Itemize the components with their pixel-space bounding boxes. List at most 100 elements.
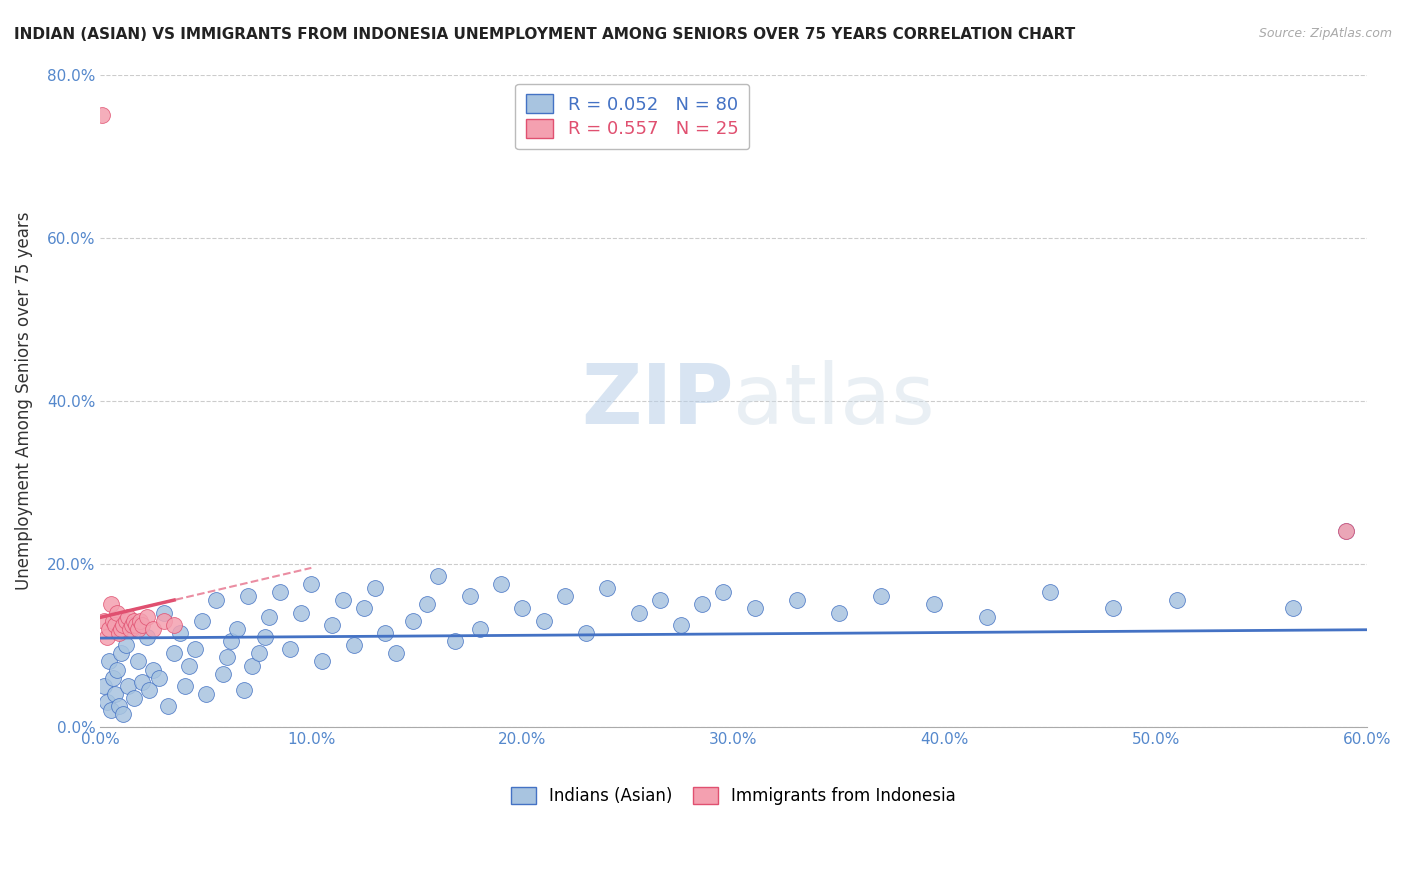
Point (232, 683, 254, 698)
Point (110, 622, 132, 636)
Point (104, 687, 127, 701)
Point (104, 617, 127, 632)
Point (129, 614, 152, 628)
Point (96, 695, 118, 709)
Point (219, 634, 242, 648)
Point (596, 581, 619, 595)
Point (184, 642, 207, 657)
Point (142, 622, 165, 636)
Point (142, 663, 165, 677)
Point (177, 658, 200, 673)
Point (311, 655, 333, 669)
Point (1102, 601, 1125, 615)
Point (108, 626, 131, 640)
Point (93, 614, 115, 628)
Point (156, 699, 179, 714)
Point (690, 598, 713, 612)
Point (711, 585, 734, 599)
Point (173, 679, 195, 693)
Point (247, 646, 270, 660)
Point (269, 585, 291, 599)
Point (786, 593, 808, 607)
Point (112, 617, 135, 632)
Point (122, 614, 145, 628)
Point (374, 626, 396, 640)
Point (1334, 524, 1357, 538)
Point (97, 622, 120, 636)
Point (226, 622, 249, 636)
Point (105, 606, 128, 620)
Point (122, 691, 145, 706)
Point (870, 589, 893, 603)
Point (922, 598, 945, 612)
Point (363, 581, 385, 595)
Point (105, 663, 128, 677)
Point (93, 679, 115, 693)
Point (290, 606, 312, 620)
Point (125, 617, 148, 632)
Point (744, 601, 766, 615)
Point (342, 638, 364, 652)
Point (427, 569, 450, 583)
Point (401, 614, 423, 628)
Point (278, 642, 301, 657)
Point (114, 614, 136, 628)
Point (152, 606, 174, 620)
Point (205, 593, 228, 607)
Point (669, 617, 692, 632)
Point (131, 674, 153, 689)
Point (152, 614, 174, 628)
Point (91, 108, 114, 122)
Point (100, 703, 122, 717)
Point (470, 622, 492, 636)
Point (135, 630, 157, 644)
Point (458, 589, 481, 603)
Point (121, 622, 143, 636)
Point (648, 593, 671, 607)
Point (135, 609, 157, 624)
Point (101, 671, 124, 685)
Point (976, 609, 998, 624)
Point (117, 609, 139, 624)
Point (148, 671, 170, 685)
Legend: Indians (Asian), Immigrants from Indonesia: Indians (Asian), Immigrants from Indones… (505, 780, 963, 812)
Point (110, 646, 132, 660)
Point (575, 626, 598, 640)
Point (416, 598, 439, 612)
Point (1334, 524, 1357, 538)
Point (101, 614, 124, 628)
Point (96, 630, 118, 644)
Point (163, 617, 186, 632)
Point (118, 622, 141, 636)
Point (1166, 593, 1188, 607)
Text: atlas: atlas (734, 360, 935, 441)
Text: INDIAN (ASIAN) VS IMMIGRANTS FROM INDONESIA UNEMPLOYMENT AMONG SENIORS OVER 75 Y: INDIAN (ASIAN) VS IMMIGRANTS FROM INDONE… (14, 27, 1076, 42)
Point (127, 622, 149, 636)
Point (194, 687, 217, 701)
Point (384, 646, 406, 660)
Y-axis label: Unemployment Among Seniors over 75 years: Unemployment Among Seniors over 75 years (15, 211, 32, 590)
Point (114, 638, 136, 652)
Point (117, 679, 139, 693)
Point (1282, 601, 1305, 615)
Point (97, 655, 120, 669)
Point (512, 601, 534, 615)
Point (1039, 585, 1062, 599)
Point (554, 589, 576, 603)
Point (236, 589, 259, 603)
Point (108, 699, 131, 714)
Point (127, 655, 149, 669)
Point (491, 577, 513, 591)
Text: ZIP: ZIP (581, 360, 734, 441)
Point (169, 626, 191, 640)
Point (299, 577, 322, 591)
Point (138, 683, 160, 698)
Point (321, 617, 343, 632)
Point (211, 666, 233, 681)
Point (828, 606, 851, 620)
Point (627, 606, 650, 620)
Point (332, 593, 354, 607)
Point (131, 617, 153, 632)
Point (190, 614, 212, 628)
Point (121, 617, 143, 632)
